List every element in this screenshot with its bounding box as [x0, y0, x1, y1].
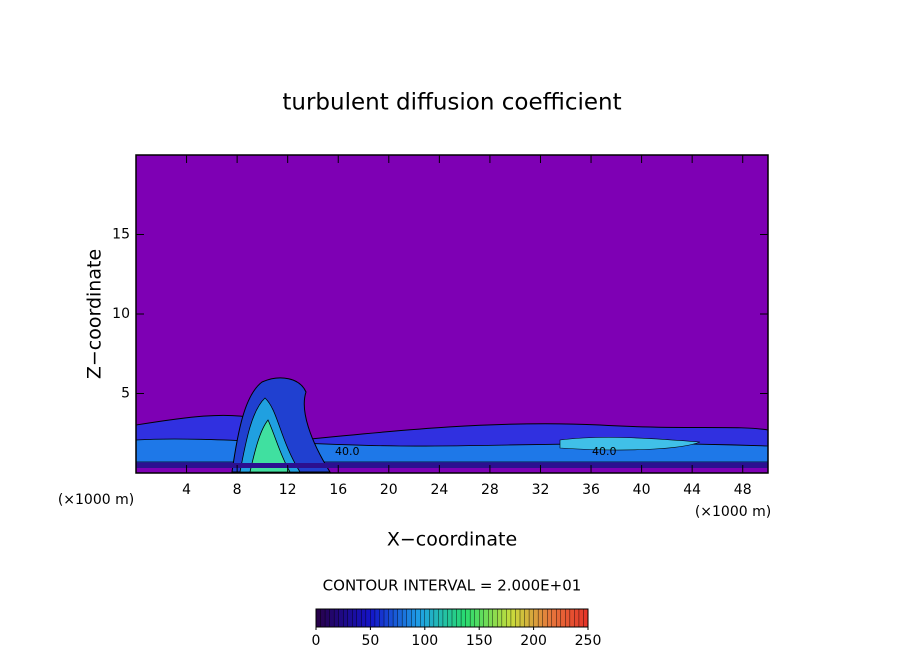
colorbar-swatch [374, 608, 380, 628]
colorbar-swatch [479, 608, 485, 628]
colorbar-swatch [506, 608, 512, 628]
contour-label: 40.0 [592, 445, 617, 458]
colorbar-swatch [447, 608, 453, 628]
colorbar-swatch [401, 608, 408, 628]
colorbar-swatch [429, 608, 435, 628]
y-tick-label: 5 [121, 386, 130, 402]
colorbar-swatch [397, 608, 403, 628]
colorbar-swatch [320, 608, 326, 628]
colorbar-frame [315, 608, 589, 628]
x-tick-label: 12 [279, 482, 297, 498]
colorbar-swatch [492, 608, 498, 628]
colorbar-swatch [501, 608, 507, 628]
colorbar-swatch [338, 608, 344, 628]
colorbar-swatch [347, 608, 353, 628]
turbulent-region [136, 377, 768, 473]
colorbar-swatch [420, 608, 426, 628]
colorbar-swatch [560, 608, 566, 628]
x-unit-label: (×1000 m) [58, 492, 134, 508]
colorbar-tick-label: 150 [466, 633, 493, 649]
x-axis-title: X−coordinate [387, 529, 517, 551]
colorbar-swatch [578, 608, 584, 628]
colorbar-swatch [361, 608, 367, 628]
colorbar-swatch [451, 608, 458, 628]
x-unit-label: (×1000 m) [695, 504, 771, 520]
colorbar-swatch [392, 608, 399, 628]
colorbar-swatch [474, 608, 480, 628]
colorbar-tick-label: 100 [411, 633, 438, 649]
colorbar-swatch [343, 608, 349, 628]
colorbar-swatch [547, 608, 553, 628]
colorbar-swatch [438, 608, 444, 628]
x-tick-label: 28 [481, 482, 499, 498]
colorbar-swatch [406, 608, 412, 628]
y-tick-label: 15 [112, 227, 130, 243]
colorbar-swatch [415, 608, 421, 628]
colorbar-swatch [488, 608, 494, 628]
x-tick-label: 48 [734, 482, 752, 498]
colorbar-swatch [356, 608, 362, 628]
colorbar-swatch [528, 608, 535, 628]
x-tick-label: 32 [532, 482, 550, 498]
colorbar-tick-label: 0 [312, 633, 321, 649]
colorbar-swatch [515, 608, 521, 628]
colorbar-swatch [388, 608, 394, 628]
colorbar-swatch [370, 608, 376, 628]
colorbar-swatch [524, 608, 530, 628]
colorbar-swatch [383, 608, 390, 628]
colorbar-swatch [456, 608, 462, 628]
x-tick-label: 20 [380, 482, 398, 498]
colorbar-swatch [379, 608, 385, 628]
colorbar-tick-label: 200 [520, 633, 547, 649]
colorbar-swatch [329, 608, 335, 628]
colorbar-swatch [519, 608, 526, 628]
x-tick-label: 44 [683, 482, 701, 498]
colorbar-swatch [333, 608, 340, 628]
colorbar-swatch [569, 608, 575, 628]
colorbar-swatch [574, 608, 580, 628]
colorbar-swatch [465, 608, 471, 628]
x-tick-label: 40 [633, 482, 651, 498]
colorbar-swatch [352, 608, 358, 628]
contour-label: 40.0 [335, 445, 360, 458]
colorbar-swatch [433, 608, 439, 628]
chart-title: turbulent diffusion coefficient [282, 90, 621, 116]
colorbar-swatch [411, 608, 417, 628]
colorbar-swatch [565, 608, 571, 628]
colorbar-swatch [442, 608, 448, 628]
colorbar-swatch [469, 608, 476, 628]
colorbar-swatch [365, 608, 371, 628]
colorbar-swatch [537, 608, 544, 628]
colorbar-swatch [460, 608, 467, 628]
y-axis-title: Z−coordinate [84, 249, 106, 379]
colorbar-swatch [324, 608, 331, 628]
x-tick-label: 4 [182, 482, 191, 498]
x-tick-label: 8 [233, 482, 242, 498]
colorbar-swatch [315, 608, 322, 628]
colorbar-swatch [497, 608, 503, 628]
colorbar-swatch [556, 608, 562, 628]
colorbar-swatch [551, 608, 557, 628]
x-tick-label: 16 [329, 482, 347, 498]
x-tick-label: 36 [582, 482, 600, 498]
colorbar-swatch [533, 608, 539, 628]
colorbar-tick-label: 50 [361, 633, 379, 649]
colorbar-swatch [510, 608, 516, 628]
colorbar-swatch [542, 608, 548, 628]
colorbar-swatch [483, 608, 489, 628]
colorbar-swatch [424, 608, 430, 628]
contour-interval: CONTOUR INTERVAL = 2.000E+01 [323, 577, 582, 595]
colorbar-tick-label: 250 [575, 633, 602, 649]
y-tick-label: 10 [112, 306, 130, 322]
x-tick-label: 24 [430, 482, 448, 498]
